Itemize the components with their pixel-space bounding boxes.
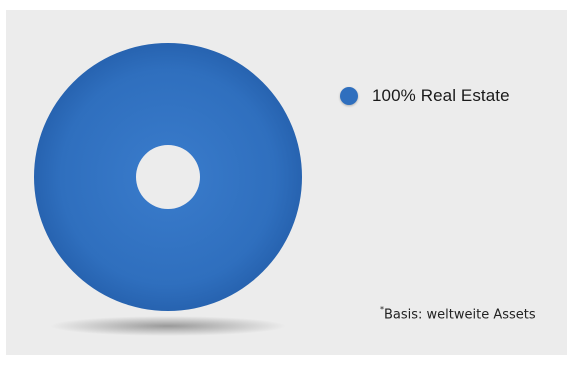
donut-slices: [33, 42, 303, 312]
footnote-text: Basis: weltweite Assets: [384, 307, 536, 323]
donut-slice-real-estate: [33, 42, 303, 312]
legend: 100% Real Estate: [340, 86, 510, 106]
donut-shadow: [50, 316, 286, 336]
footnote-marker: *: [380, 305, 384, 314]
footnote: *Basis: weltweite Assets: [380, 305, 536, 323]
legend-label: 100% Real Estate: [372, 86, 510, 105]
legend-swatch: [340, 87, 358, 105]
